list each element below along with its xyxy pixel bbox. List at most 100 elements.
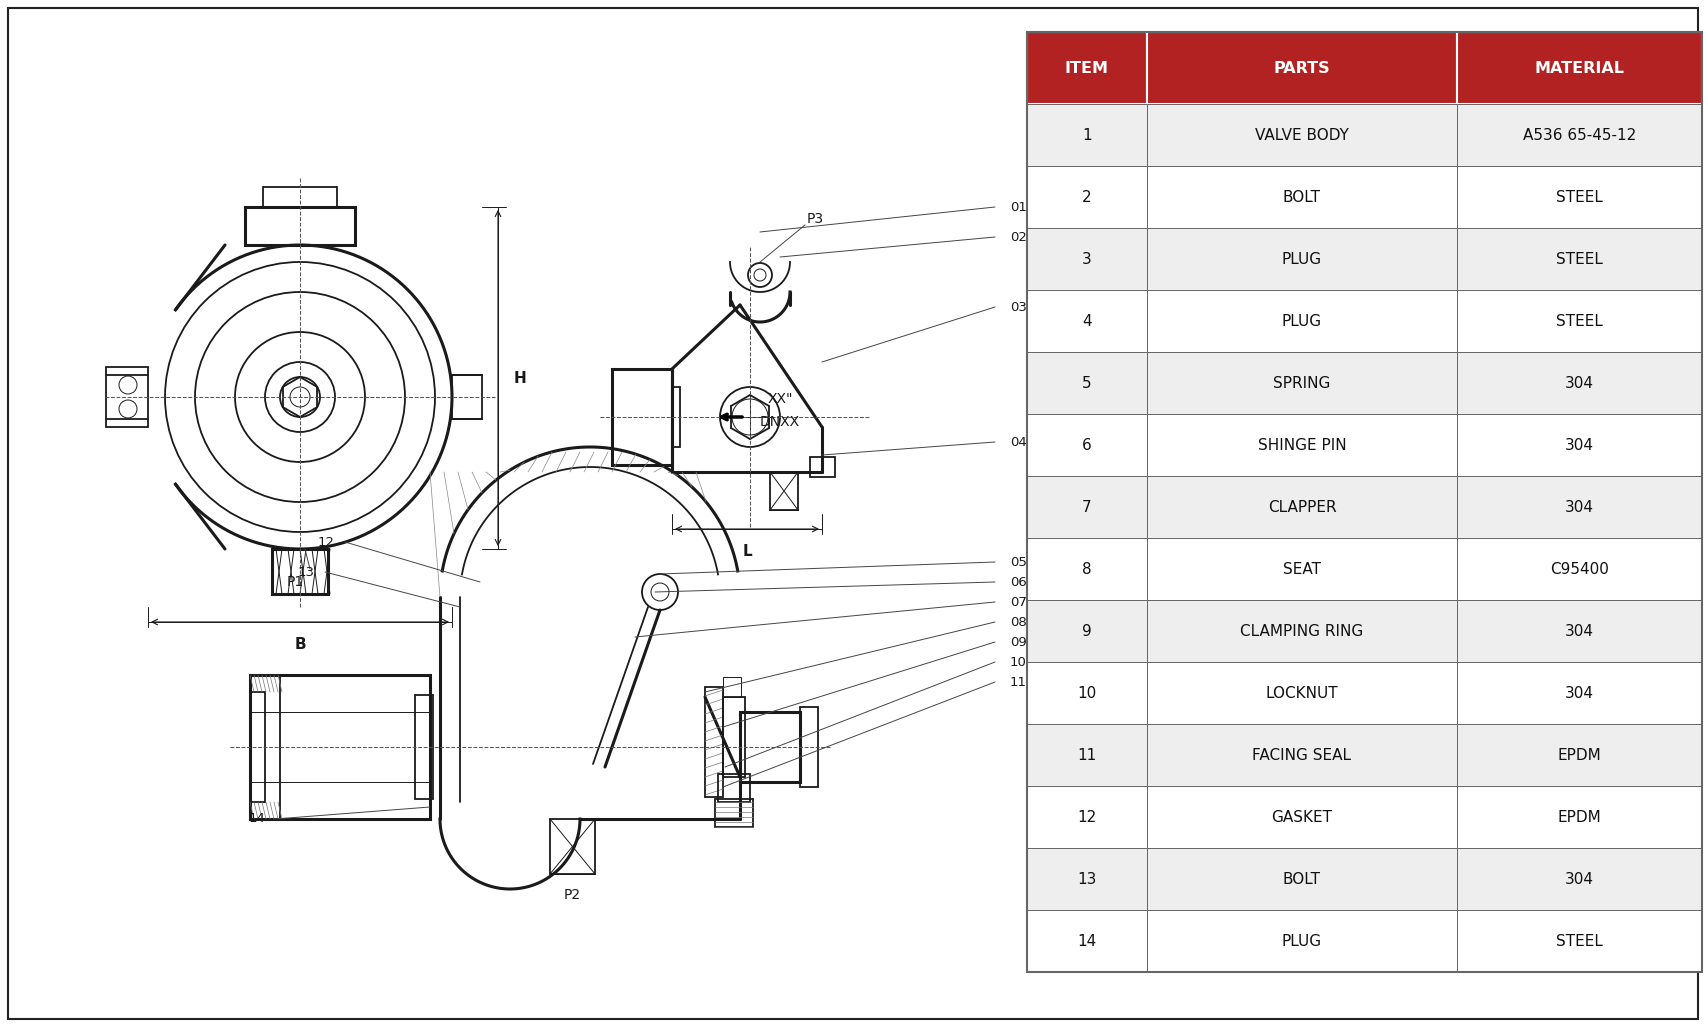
Text: 6: 6 — [1081, 438, 1091, 453]
Bar — [1456, 476, 1702, 538]
Text: SEAT: SEAT — [1282, 562, 1320, 576]
Bar — [1456, 414, 1702, 476]
Bar — [1146, 290, 1456, 352]
Bar — [1146, 352, 1456, 414]
Text: CLAMPING RING: CLAMPING RING — [1240, 623, 1362, 639]
Text: BOLT: BOLT — [1282, 872, 1320, 886]
Bar — [800, 707, 817, 787]
Bar — [1456, 290, 1702, 352]
Text: SPRING: SPRING — [1272, 376, 1330, 390]
Bar — [1026, 476, 1146, 538]
Text: B: B — [293, 637, 305, 651]
Text: 01: 01 — [1009, 200, 1026, 214]
Text: GASKET: GASKET — [1270, 809, 1332, 825]
Bar — [1456, 352, 1702, 414]
Text: 304: 304 — [1563, 438, 1592, 453]
Text: PLUG: PLUG — [1280, 252, 1321, 266]
Text: DNXX: DNXX — [759, 415, 800, 429]
Text: 304: 304 — [1563, 872, 1592, 886]
Bar — [1456, 724, 1702, 786]
Bar — [1026, 662, 1146, 724]
Text: STEEL: STEEL — [1555, 934, 1603, 949]
Text: SHINGE PIN: SHINGE PIN — [1257, 438, 1345, 453]
Bar — [251, 675, 430, 819]
Bar — [1146, 228, 1456, 290]
Bar — [271, 549, 327, 594]
Text: 304: 304 — [1563, 623, 1592, 639]
Text: EPDM: EPDM — [1557, 748, 1601, 762]
Text: 02: 02 — [1009, 230, 1026, 243]
Bar — [414, 695, 433, 799]
Bar — [1456, 786, 1702, 848]
Bar — [251, 692, 264, 802]
Text: 05: 05 — [1009, 556, 1026, 569]
Bar — [1146, 538, 1456, 600]
Bar — [1026, 786, 1146, 848]
Text: 3: 3 — [1081, 252, 1091, 266]
Text: 13: 13 — [298, 566, 315, 578]
Bar — [1026, 166, 1146, 228]
Text: 9: 9 — [1081, 623, 1091, 639]
Text: 7: 7 — [1081, 499, 1091, 515]
Bar — [769, 472, 798, 510]
Bar — [452, 375, 483, 419]
Bar — [612, 369, 672, 465]
Bar — [723, 697, 745, 777]
Text: CLAPPER: CLAPPER — [1267, 499, 1335, 515]
Bar — [1456, 662, 1702, 724]
Bar — [1456, 104, 1702, 166]
Text: 08: 08 — [1009, 615, 1026, 629]
Bar — [1456, 166, 1702, 228]
Text: 10: 10 — [1009, 655, 1026, 669]
Text: 304: 304 — [1563, 685, 1592, 700]
Text: LOCKNUT: LOCKNUT — [1265, 685, 1337, 700]
Text: 12: 12 — [1078, 809, 1096, 825]
Bar — [1146, 414, 1456, 476]
Bar — [1146, 910, 1456, 972]
Text: L: L — [742, 543, 752, 559]
Bar — [1456, 848, 1702, 910]
Text: 13: 13 — [1076, 872, 1096, 886]
Text: 11: 11 — [1009, 676, 1026, 688]
Bar — [246, 207, 355, 245]
Bar — [1456, 600, 1702, 662]
Text: 1: 1 — [1081, 127, 1091, 143]
Text: 8: 8 — [1081, 562, 1091, 576]
Text: 14: 14 — [1078, 934, 1096, 949]
Text: 304: 304 — [1563, 499, 1592, 515]
Text: A536 65-45-12: A536 65-45-12 — [1523, 127, 1635, 143]
Bar — [740, 712, 800, 782]
Bar — [1026, 104, 1146, 166]
Bar — [1026, 352, 1146, 414]
Text: VALVE BODY: VALVE BODY — [1255, 127, 1349, 143]
Bar — [1026, 724, 1146, 786]
Bar — [251, 675, 280, 819]
Text: C95400: C95400 — [1550, 562, 1608, 576]
Text: 11: 11 — [1078, 748, 1096, 762]
Bar — [714, 799, 752, 827]
Bar — [263, 187, 338, 207]
Text: PLUG: PLUG — [1280, 313, 1321, 329]
Text: STEEL: STEEL — [1555, 313, 1603, 329]
Text: MATERIAL: MATERIAL — [1533, 61, 1623, 76]
Bar — [1026, 848, 1146, 910]
Text: STEEL: STEEL — [1555, 190, 1603, 204]
Bar — [718, 774, 750, 802]
Bar — [1026, 600, 1146, 662]
Text: PLUG: PLUG — [1280, 934, 1321, 949]
Text: 304: 304 — [1563, 376, 1592, 390]
Bar — [704, 687, 723, 797]
Bar — [1026, 414, 1146, 476]
Bar — [723, 677, 740, 697]
Bar — [672, 387, 680, 447]
Text: H: H — [513, 371, 527, 385]
Bar — [1146, 600, 1456, 662]
Bar — [810, 457, 834, 477]
Text: 09: 09 — [1009, 636, 1026, 648]
Bar — [1456, 32, 1702, 104]
Text: 5: 5 — [1081, 376, 1091, 390]
Text: EPDM: EPDM — [1557, 809, 1601, 825]
Bar — [1026, 910, 1146, 972]
Text: PARTS: PARTS — [1274, 61, 1330, 76]
Bar — [1146, 724, 1456, 786]
